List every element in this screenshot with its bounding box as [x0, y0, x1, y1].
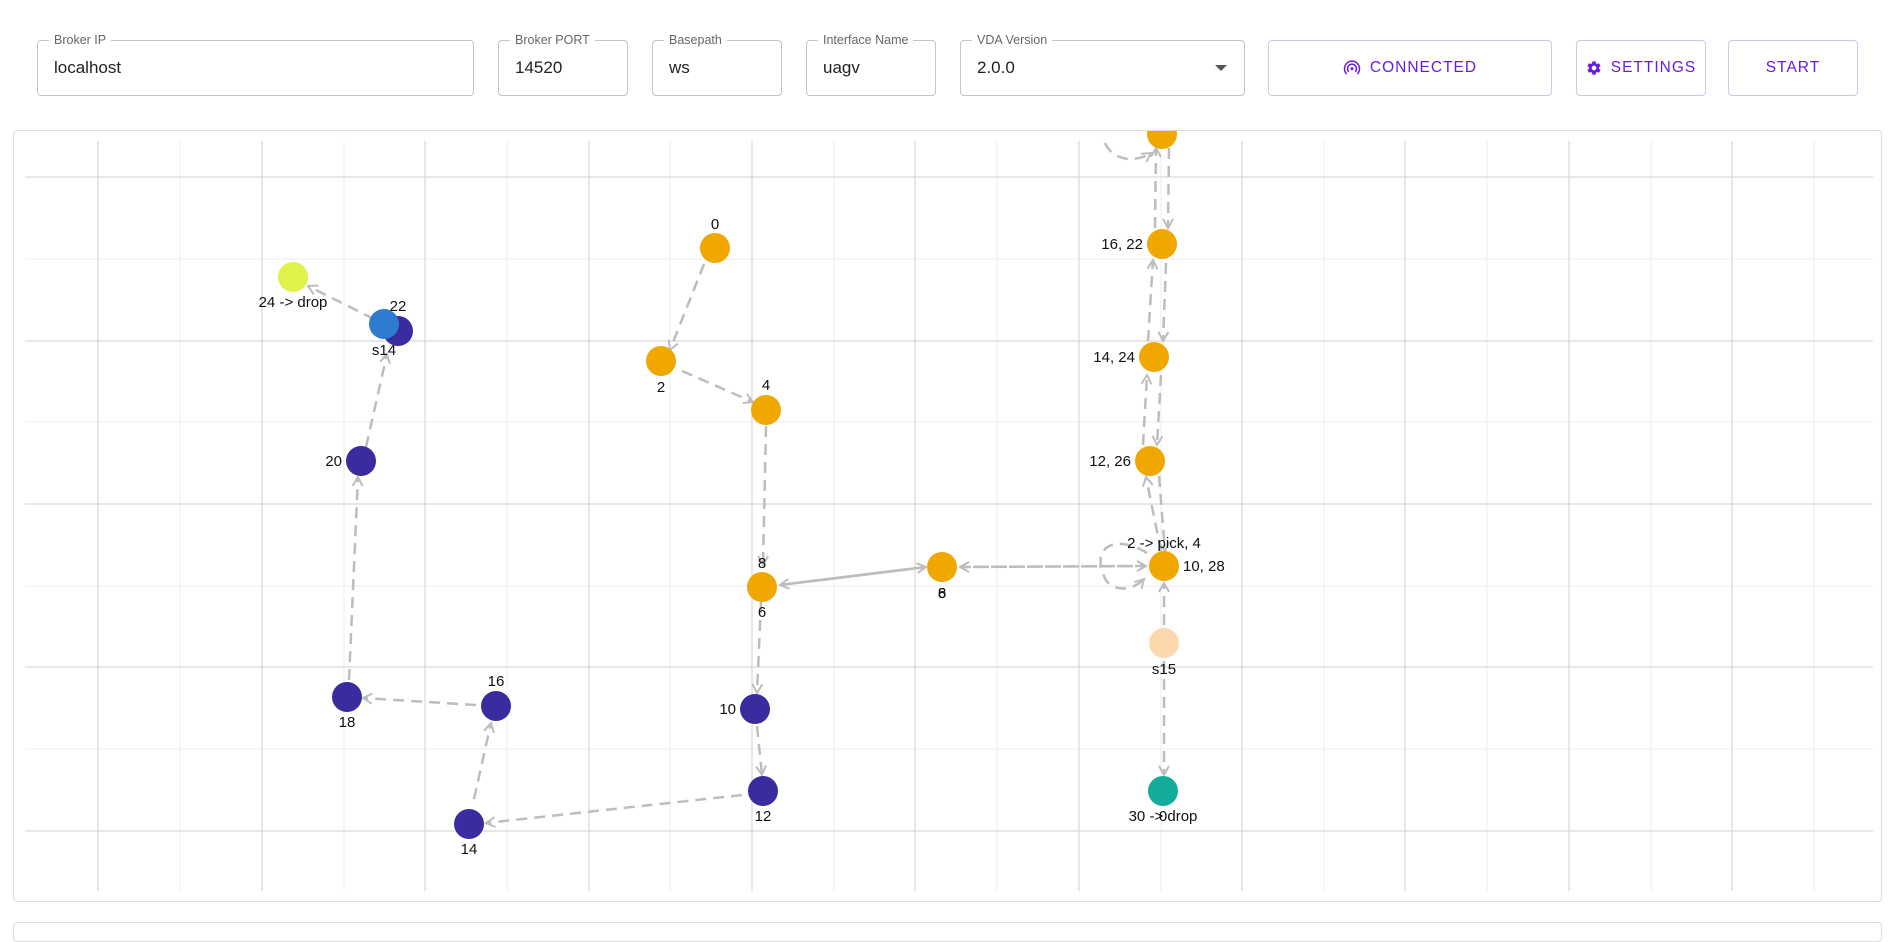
node-label: s14	[372, 342, 396, 359]
map-panel[interactable]: 0 2 4 8 6 8 6 16, 22 14, 24 12, 26 10, 2…	[13, 130, 1882, 902]
node-label: 0	[1159, 808, 1167, 825]
vda-version-value: 2.0.0	[977, 58, 1015, 77]
map-node[interactable]	[1139, 342, 1169, 372]
connected-label: CONNECTED	[1369, 59, 1478, 76]
node-label: 8	[758, 555, 766, 572]
vda-version-select[interactable]: VDA Version 2.0.0	[960, 32, 1245, 96]
connected-button[interactable]: CONNECTED	[1268, 40, 1552, 96]
node-label: 24 -> drop	[259, 294, 328, 311]
edges	[308, 142, 1169, 823]
edge-s14-l24	[308, 286, 375, 321]
map-node[interactable]	[747, 572, 777, 602]
edge-p14-p16	[472, 723, 491, 800]
node-label: 6	[758, 604, 766, 621]
start-button[interactable]: START	[1728, 40, 1858, 96]
node-label: 2	[657, 379, 665, 396]
broker-port-value: 14520	[515, 58, 563, 77]
edge-p10-p12	[757, 725, 762, 775]
connection-icon	[1343, 60, 1361, 75]
map-node[interactable]	[927, 552, 957, 582]
chevron-down-icon[interactable]	[1215, 65, 1227, 71]
map-node[interactable]	[332, 682, 362, 712]
map-node[interactable]	[751, 395, 781, 425]
edge-o14-o12	[1157, 374, 1161, 445]
edge-p18-p20	[347, 477, 358, 681]
broker-port-field[interactable]: Broker PORT 14520	[498, 32, 628, 96]
node-label: 18	[339, 714, 356, 731]
map-node[interactable]	[740, 694, 770, 724]
basepath-field[interactable]: Basepath ws	[652, 32, 782, 96]
node-label: 22	[390, 298, 407, 315]
edge-p20-s14	[364, 354, 387, 448]
vda-version-label: VDA Version	[972, 32, 1053, 48]
map-node[interactable]	[481, 691, 511, 721]
grid-minor	[25, 141, 1873, 891]
interface-name-field[interactable]: Interface Name uagv	[806, 32, 936, 96]
edge-o12-o14	[1143, 375, 1147, 446]
map-canvas[interactable]: 0 2 4 8 6 8 6 16, 22 14, 24 12, 26 10, 2…	[14, 131, 1881, 901]
edge-top-o16	[1168, 147, 1169, 228]
node-label: 4	[762, 377, 770, 394]
map-node[interactable]	[700, 233, 730, 263]
edge-o6b-o10	[959, 566, 1146, 567]
broker-ip-label: Broker IP	[49, 32, 112, 48]
bottom-panel	[13, 922, 1882, 942]
node-label: 16, 22	[1101, 236, 1143, 253]
edge-o8-o10	[757, 601, 761, 693]
grid-major	[25, 141, 1873, 891]
edge-o12-o10	[1157, 475, 1165, 551]
node-label: 14	[461, 841, 478, 858]
node-label: 8	[938, 585, 946, 602]
map-nodes	[278, 131, 1179, 839]
map-node[interactable]	[369, 309, 399, 339]
edge-o14-o16	[1148, 260, 1153, 342]
map-node[interactable]	[1149, 551, 1179, 581]
node-label: 6	[938, 585, 946, 602]
edge-o0-o2	[670, 263, 706, 350]
edge-o10-o12	[1146, 477, 1163, 552]
map-node[interactable]	[454, 809, 484, 839]
map-node[interactable]	[1148, 776, 1178, 806]
broker-ip-value: localhost	[54, 58, 122, 77]
edge-p16-p18	[363, 698, 477, 707]
basepath-value: ws	[669, 58, 690, 77]
map-node[interactable]	[278, 262, 308, 292]
edge-o2-o4	[681, 369, 753, 402]
map-node[interactable]	[646, 346, 676, 376]
settings-button[interactable]: SETTINGS	[1576, 40, 1706, 96]
node-label: 10, 28	[1183, 558, 1225, 575]
node-labels: 0 2 4 8 6 8 6 16, 22 14, 24 12, 26 10, 2…	[259, 216, 1225, 858]
node-label: 0	[711, 216, 719, 233]
start-label: START	[1765, 59, 1821, 76]
node-label: 30 -> drop	[1129, 808, 1198, 825]
broker-port-label: Broker PORT	[510, 32, 595, 48]
node-label: 16	[488, 673, 505, 690]
edge-p12-p14	[486, 793, 743, 823]
map-node[interactable]	[1149, 628, 1179, 658]
interface-name-label: Interface Name	[818, 32, 914, 48]
map-node[interactable]	[748, 776, 778, 806]
node-label: 2 -> pick, 4	[1127, 535, 1201, 552]
edge-top-loop	[1103, 142, 1151, 159]
node-label: 20	[325, 453, 342, 470]
map-node[interactable]	[1135, 446, 1165, 476]
interface-name-value: uagv	[823, 58, 860, 77]
edge-o10-loop	[1099, 542, 1148, 590]
map-node[interactable]	[1147, 131, 1177, 149]
node-label: s15	[1152, 661, 1176, 678]
node-label: 12, 26	[1089, 453, 1131, 470]
node-label: 12	[755, 808, 772, 825]
map-node[interactable]	[346, 446, 376, 476]
edge-o4-o8	[763, 425, 766, 565]
node-label: 14, 24	[1093, 349, 1135, 366]
basepath-label: Basepath	[664, 32, 727, 48]
broker-ip-field[interactable]: Broker IP localhost	[37, 32, 474, 96]
edge-o16-o14	[1163, 262, 1166, 341]
edge-o16-top	[1155, 148, 1156, 229]
map-node[interactable]	[1147, 229, 1177, 259]
node-label: 10	[719, 701, 736, 718]
edge-o6b-o8	[779, 567, 926, 587]
settings-label: SETTINGS	[1610, 59, 1697, 76]
gear-icon	[1587, 61, 1601, 75]
